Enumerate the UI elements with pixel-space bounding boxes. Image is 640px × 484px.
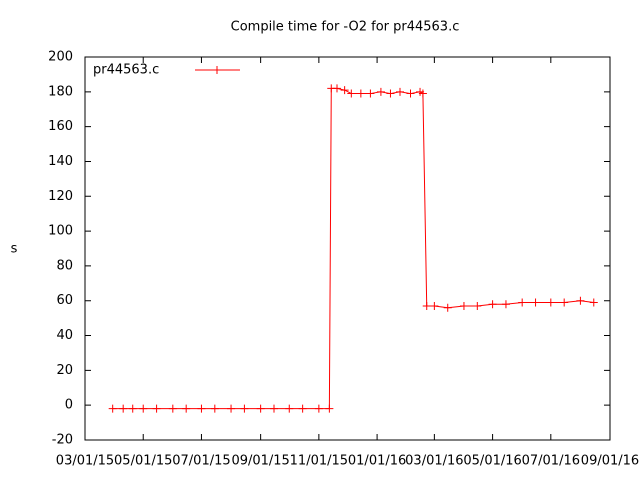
point-marker — [152, 404, 161, 413]
y-tick-label: 20 — [56, 363, 73, 378]
y-tick-label: 80 — [56, 258, 73, 273]
x-tick-label: 03/01/15 — [56, 454, 114, 469]
y-tick-label: 0 — [65, 398, 73, 413]
x-tick-label: 05/01/16 — [463, 454, 521, 469]
point-marker — [182, 404, 191, 413]
point-marker — [240, 404, 249, 413]
y-tick-label: 140 — [48, 154, 73, 169]
point-marker — [589, 298, 598, 307]
point-marker — [488, 300, 497, 309]
point-marker — [546, 298, 555, 307]
point-marker — [443, 303, 452, 312]
point-marker — [531, 298, 540, 307]
x-tick-label: 07/01/16 — [522, 454, 580, 469]
y-tick-label: 180 — [48, 84, 73, 99]
y-tick-label: 200 — [48, 50, 73, 65]
x-tick-label: 09/01/16 — [581, 454, 639, 469]
point-marker — [459, 301, 468, 310]
point-marker — [333, 84, 341, 93]
point-marker — [518, 298, 527, 307]
point-marker — [227, 404, 236, 413]
point-marker — [422, 301, 431, 310]
x-tick-label: 01/01/16 — [348, 454, 406, 469]
point-marker — [406, 89, 415, 98]
point-marker — [285, 404, 294, 413]
x-tick-label: 03/01/16 — [405, 454, 463, 469]
point-marker — [560, 298, 569, 307]
legend-swatch — [195, 66, 240, 74]
point-marker — [119, 404, 128, 413]
y-axis-label: s — [11, 242, 18, 257]
point-marker — [128, 404, 137, 413]
point-marker — [366, 89, 375, 98]
y-tick-label: 40 — [56, 328, 73, 343]
point-marker — [347, 89, 356, 98]
point-marker — [501, 300, 510, 309]
point-marker — [473, 301, 482, 310]
x-tick-label: 05/01/15 — [114, 454, 172, 469]
point-marker — [396, 87, 404, 96]
point-marker — [108, 404, 117, 413]
point-marker — [314, 404, 323, 413]
point-marker — [139, 404, 148, 413]
point-marker — [376, 87, 385, 96]
chart-title: Compile time for -O2 for pr44563.c — [231, 20, 460, 35]
plot-border — [84, 56, 611, 441]
x-tick-label: 11/01/15 — [290, 454, 348, 469]
y-tick-label: 120 — [48, 189, 73, 204]
point-marker — [356, 89, 365, 98]
point-marker — [197, 404, 206, 413]
x-tick-label: 07/01/15 — [172, 454, 230, 469]
legend-label: pr44563.c — [93, 63, 159, 78]
point-marker — [430, 301, 439, 310]
y-tick-label: -20 — [52, 433, 73, 448]
point-marker — [386, 89, 395, 98]
point-marker — [210, 404, 219, 413]
point-marker — [256, 404, 265, 413]
point-marker — [168, 404, 177, 413]
point-marker — [270, 404, 278, 413]
series-line — [112, 87, 594, 410]
y-tick-label: 160 — [48, 119, 73, 134]
point-marker — [298, 404, 307, 413]
y-tick-label: 100 — [48, 224, 73, 239]
x-tick-label: 09/01/15 — [231, 454, 289, 469]
point-marker — [418, 89, 427, 98]
point-marker — [576, 296, 585, 305]
y-tick-label: 60 — [56, 293, 73, 308]
point-marker — [340, 86, 349, 95]
point-marker — [325, 404, 334, 413]
